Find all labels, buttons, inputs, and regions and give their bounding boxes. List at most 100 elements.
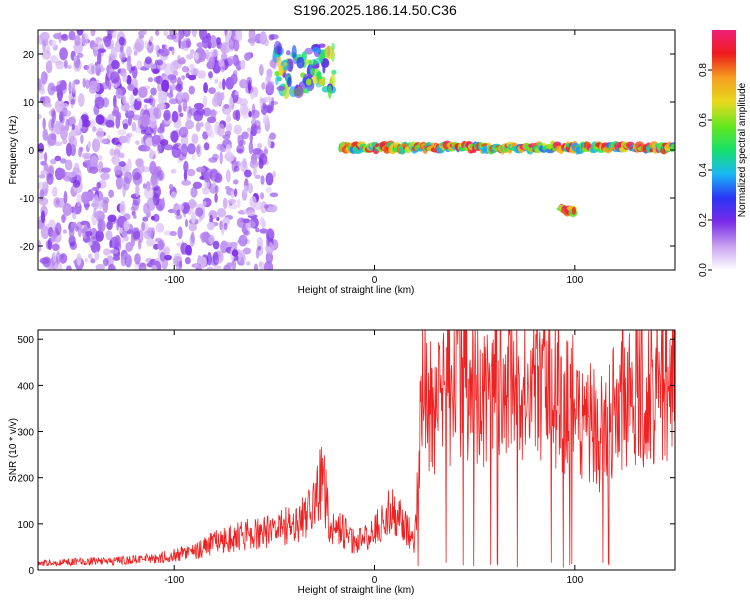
spectrogram-blob	[117, 129, 127, 136]
spectrogram-blob	[214, 193, 218, 203]
spectrogram-blob	[122, 123, 128, 130]
spectrogram-blob	[77, 93, 85, 107]
spectrogram-blob	[242, 247, 252, 255]
spectrogram-blob	[237, 134, 244, 147]
spectrogram-blob	[85, 79, 90, 90]
spectrogram-blob	[80, 134, 84, 144]
spectrogram-blob	[78, 118, 83, 129]
spectrogram-blob	[247, 183, 253, 194]
spectrogram-blob	[42, 117, 46, 130]
spectrogram-blob	[142, 216, 149, 222]
spectrogram-blob	[50, 230, 56, 244]
spectrogram-blob	[163, 30, 169, 37]
spectrogram-blob	[262, 96, 273, 103]
spectrogram-blob	[161, 197, 165, 209]
spectrogram-blob	[172, 70, 179, 77]
spectrogram-blob	[61, 214, 66, 223]
spectrogram-blob	[59, 47, 68, 61]
snr-y-tick-label: 400	[17, 381, 34, 392]
spectrogram-blob	[146, 197, 156, 211]
spectrogram-blob	[181, 179, 192, 186]
spectrogram-blob	[145, 238, 156, 247]
spectrogram-blob	[146, 182, 150, 188]
spectrogram-blob	[269, 192, 279, 198]
spectrogram-blob	[182, 30, 191, 38]
spectrogram-blob	[142, 30, 147, 35]
spectrogram-blob	[106, 220, 113, 230]
spectrogram-blob	[170, 130, 179, 143]
spectrogram-blob	[193, 102, 204, 110]
snr-y-tick-label: 200	[17, 474, 34, 485]
spectrogram-blob	[163, 246, 171, 256]
spectrogram-blob	[149, 148, 154, 160]
spectrogram-blob	[93, 207, 97, 218]
spectrogram-blob	[191, 153, 196, 161]
spectrogram-blob	[276, 55, 282, 68]
snr-x-tick-label: -100	[164, 575, 184, 586]
spectrogram-blob	[170, 168, 177, 174]
spectrogram-blob	[262, 114, 270, 126]
spectrogram-blob	[222, 197, 228, 210]
spectrogram-blob	[167, 92, 174, 99]
spectrogram-blob	[183, 169, 188, 181]
spectrogram-blob	[169, 74, 177, 84]
spectrogram-blob	[169, 231, 177, 237]
spectrogram-blob	[205, 49, 210, 54]
spectrogram-blob	[73, 79, 80, 85]
spectrogram-blob	[283, 62, 288, 67]
spectrogram-blob	[179, 260, 183, 269]
spectrogram-blob	[38, 113, 42, 120]
spectrogram-blob	[157, 90, 167, 99]
spectrogram-blob	[88, 166, 99, 174]
spectrogram-blob	[248, 141, 254, 155]
spectrogram-blob	[265, 187, 272, 193]
spectrogram-feature	[272, 40, 337, 99]
spectrogram-blob	[155, 222, 165, 233]
spectrogram-blob	[252, 147, 262, 155]
spectrogram-blob	[40, 160, 47, 166]
spectrogram-blob	[234, 90, 239, 96]
spectrogram-blob	[112, 255, 121, 261]
spectrogram-blob	[222, 217, 230, 226]
spectrogram-blob	[259, 96, 264, 110]
spectrogram-blob	[180, 202, 190, 214]
spectrogram-blob	[39, 142, 43, 150]
spectrogram-blob	[202, 201, 207, 206]
spectrogram-blob	[177, 55, 181, 60]
spectrogram-blob	[177, 103, 182, 113]
spectrogram-blob	[171, 110, 179, 123]
spectrogram-blob	[126, 75, 132, 85]
spectrogram-blob	[239, 79, 248, 89]
colorbar-gradient	[712, 30, 736, 270]
spectrogram-blob	[72, 179, 81, 188]
spectrogram-blob	[38, 174, 46, 179]
spectrogram-blob	[244, 169, 252, 178]
spectrogram-y-tick-label: 0	[28, 146, 34, 157]
spectrogram-blob	[114, 154, 119, 166]
spectrogram-blob	[134, 253, 141, 265]
spectrogram-blob	[291, 45, 297, 59]
spectrogram-blob	[142, 183, 147, 189]
spectrogram-blob	[103, 36, 112, 48]
spectrogram-blob	[134, 37, 145, 52]
spectrogram-blob	[52, 251, 57, 263]
spectrogram-blob	[233, 179, 239, 185]
colorbar-tick-label: 0.4	[698, 163, 709, 177]
spectrogram-blob	[146, 41, 154, 54]
spectrogram-blob	[47, 133, 57, 147]
spectrogram-blob	[206, 251, 212, 266]
spectrogram-blob	[73, 55, 77, 62]
spectrogram-blob	[82, 77, 86, 88]
spectrogram-blob	[59, 103, 69, 108]
spectrogram-blob	[88, 119, 96, 128]
spectrogram-blob	[87, 253, 93, 260]
spectrogram-blob	[212, 240, 220, 250]
spectrogram-blob	[255, 248, 260, 259]
spectrogram-blob	[233, 124, 242, 135]
snr-y-tick-label: 100	[17, 520, 34, 531]
spectrogram-blob	[125, 241, 134, 252]
colorbar-ticks: 0.0 0.2 0.4 0.6 0.8	[698, 63, 712, 277]
spectrogram-blob	[150, 87, 157, 96]
spectrogram-blob	[246, 261, 251, 266]
spectrogram-blob	[195, 108, 206, 116]
